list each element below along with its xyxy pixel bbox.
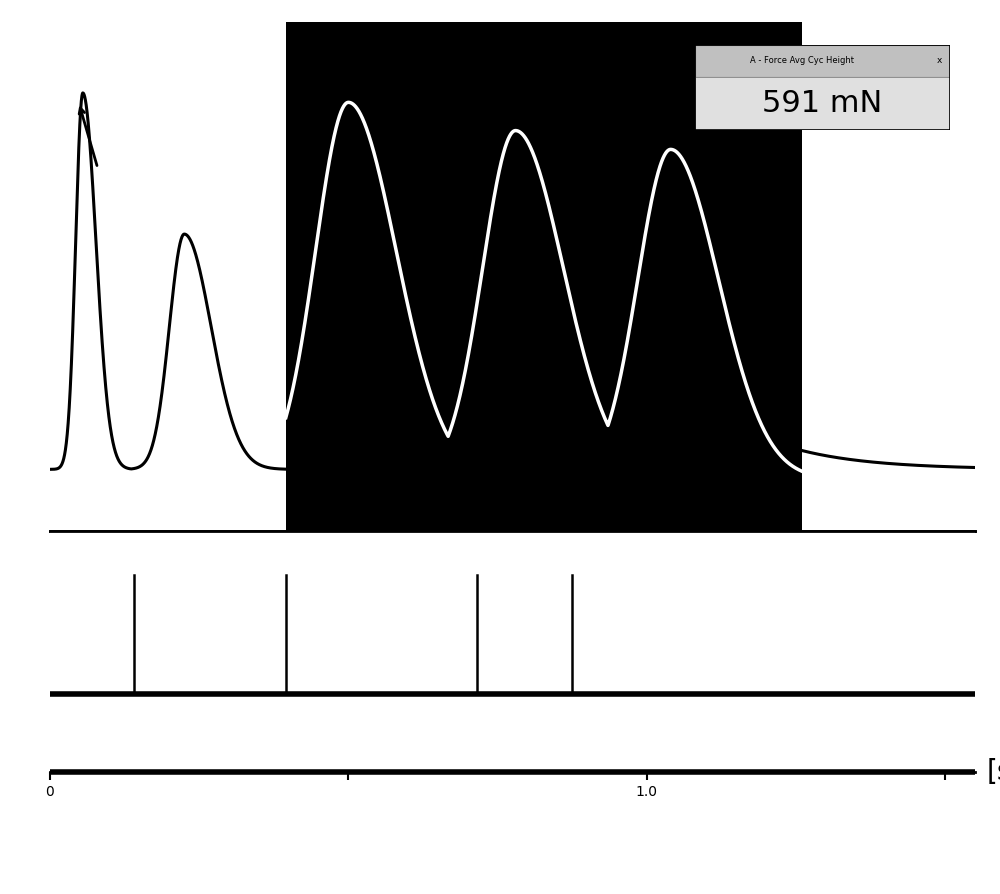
Text: 591 mN: 591 mN xyxy=(762,89,883,118)
Text: x: x xyxy=(937,56,942,65)
Text: [s]: [s] xyxy=(987,758,1000,786)
Bar xyxy=(286,13,802,540)
Bar xyxy=(695,45,950,77)
Text: A - Force Avg Cyc Height: A - Force Avg Cyc Height xyxy=(750,56,854,65)
Bar xyxy=(695,77,950,130)
